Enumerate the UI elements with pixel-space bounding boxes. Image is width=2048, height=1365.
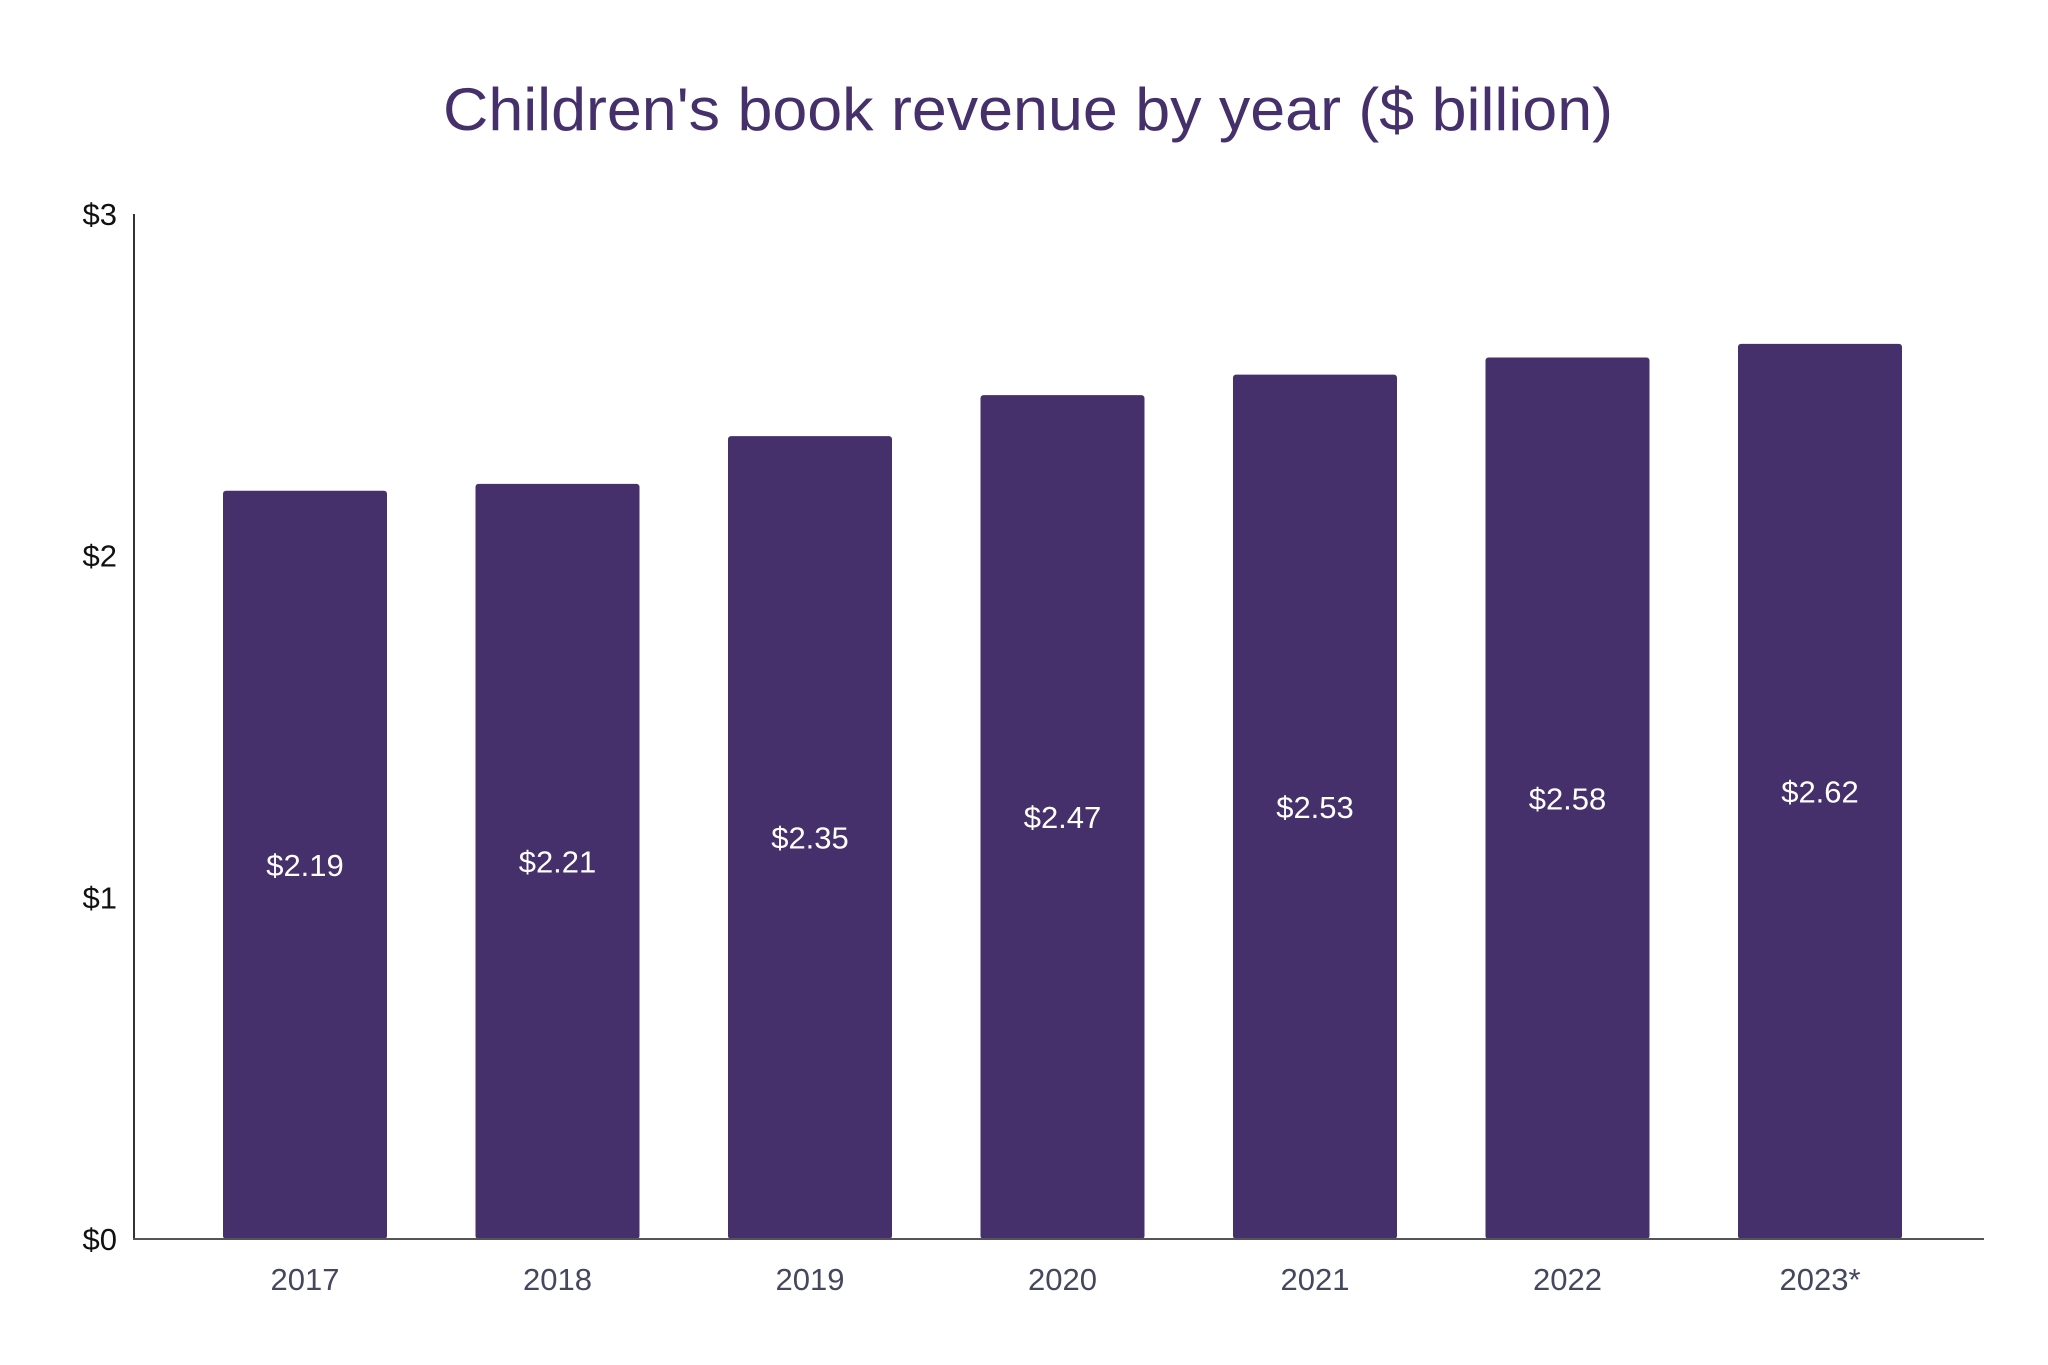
bar-2017 [223,490,387,1239]
data-label: $2.47 [1024,800,1102,835]
bars [223,343,1902,1240]
data-labels: $2.19 $2.21 $2.35 $2.47 $2.53 $2.58 $2.62 [266,774,1859,882]
data-label: $2.35 [771,821,849,856]
data-label: $2.62 [1781,774,1859,809]
chart-title: Children's book revenue by year ($ billi… [443,76,1613,143]
bar-2023 [1738,343,1902,1239]
bar-2020 [980,395,1145,1239]
data-label: $2.21 [519,844,597,879]
x-tick-label: 2017 [271,1262,340,1297]
y-tick-label: $0 [83,1222,117,1257]
x-tick-label: 2018 [523,1262,592,1297]
bar-2019 [728,436,892,1239]
data-label: $2.58 [1529,781,1607,816]
bar-2022 [1485,357,1650,1239]
y-axis-ticks: $0 $1 $2 $3 [83,197,117,1257]
x-tick-label: 2019 [776,1262,845,1297]
x-tick-label: 2022 [1533,1262,1602,1297]
x-tick-label: 2020 [1028,1262,1097,1297]
x-axis-ticks: 2017 2018 2019 2020 2021 2022 2023* [271,1262,1861,1297]
x-tick-label: 2021 [1281,1262,1350,1297]
y-tick-label: $3 [83,197,117,232]
bar-2021 [1233,374,1397,1239]
data-label: $2.19 [266,848,344,883]
data-label: $2.53 [1276,790,1354,825]
x-tick-label: 2023* [1779,1262,1860,1297]
y-tick-label: $1 [83,880,117,915]
bar-2018 [475,483,640,1240]
y-tick-label: $2 [83,539,117,574]
